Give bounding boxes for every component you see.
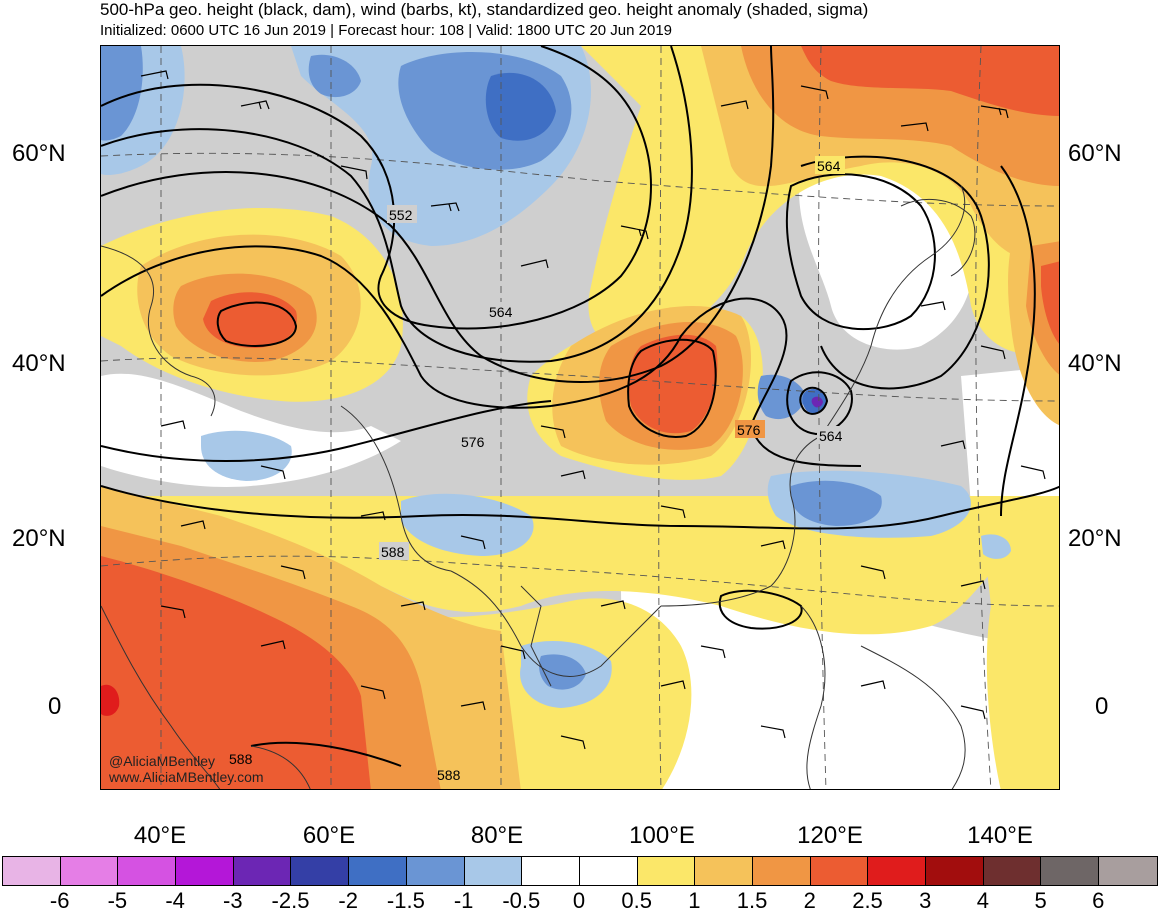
contour-label-576-a: 576 [461,434,485,450]
watermark-handle: @AliciaMBentley [109,753,215,769]
contour-label-564-c: 564 [819,428,843,444]
colorbar-tick-label: -2 [338,888,358,913]
graticule [101,46,1059,789]
colorbar-tick-label: -3 [223,888,243,913]
colorbar-swatch [810,857,869,885]
colorbar-swatch [291,857,350,885]
colorbar-swatch [579,857,638,885]
colorbar-tick-label: 6 [1092,888,1105,913]
colorbar-tick-label: 0.5 [621,888,652,913]
colorbar-tick-label: 1.5 [736,888,768,913]
colorbar-swatch [752,857,811,885]
contour-label-588-c: 588 [437,767,461,783]
contour-label-564-b: 564 [817,158,841,174]
contour-labels: 552 564 564 576 576 564 588 588 588 [229,156,847,783]
colorbar-swatch [522,857,580,885]
colorbar [2,856,1158,886]
lat-label-left-0: 0 [48,693,62,720]
lat-label-left-20n: 20°N [12,525,66,552]
lat-label-left-60n: 60°N [12,140,66,167]
colorbar-swatch [637,857,696,885]
contour-label-564-a: 564 [489,304,513,320]
anomaly-red [101,684,120,716]
watermark-url: www.AliciaMBentley.com [108,769,264,785]
colorbar-tick-label: 1 [688,888,701,913]
colorbar-tick-label: 4 [976,888,990,913]
colorbar-swatch [983,857,1042,885]
chart-subtitle: Initialized: 0600 UTC 16 Jun 2019 | Fore… [100,22,673,39]
colorbar-tick-label: -6 [49,888,70,913]
colorbar-tick-label: -5 [107,888,128,913]
colorbar-swatch [695,857,753,885]
map-canvas: 552 564 564 576 576 564 588 588 588 @Ali… [101,46,1059,789]
colorbar-tick-label: 2.5 [852,888,883,913]
wind-barbs [140,70,1046,750]
colorbar-tick-label: 5 [1034,888,1047,913]
lon-label-60e: 60°E [302,822,356,849]
contour-label-588-b: 588 [229,751,253,767]
colorbar-tick-label: -1 [453,888,474,913]
colorbar-swatch [926,857,984,885]
colorbar-swatch [176,857,234,885]
colorbar-tick-label: -1.5 [386,888,425,913]
lon-label-100e: 100°E [629,822,695,849]
lon-label-80e: 80°E [470,822,524,849]
lat-label-right-60n: 60°N [1068,140,1122,167]
colorbar-swatch [868,857,926,885]
colorbar-swatch [1041,857,1100,885]
colorbar-swatch [464,857,523,885]
height-contours [101,46,1059,767]
contour-label-552: 552 [389,207,413,223]
colorbar-swatch [1099,857,1157,885]
lon-label-40e: 40°E [133,822,187,849]
colorbar-tick-label: 2 [803,888,816,913]
contour-label-588-a: 588 [381,544,405,560]
colorbar-tick-label: -4 [165,888,185,913]
colorbar-swatch [349,857,407,885]
anomaly-red-orange [101,46,1059,789]
chart-title: 500-hPa geo. height (black, dam), wind (… [100,0,869,19]
lon-label-120e: 120°E [797,822,863,849]
lat-label-right-40n: 40°N [1068,350,1122,377]
colorbar-swatch [60,857,119,885]
colorbar-tick-label: -0.5 [502,888,541,913]
colorbar-tick-label: -2.5 [271,888,310,913]
contour-label-576-b: 576 [737,422,761,438]
lat-label-right-20n: 20°N [1068,525,1122,552]
colorbar-swatch [118,857,177,885]
lat-label-right-0: 0 [1095,693,1109,720]
coastlines [101,185,976,789]
colorbar-swatch [233,857,292,885]
colorbar-swatch [406,857,465,885]
watermark: @AliciaMBentley www.AliciaMBentley.com [108,753,264,785]
colorbar-tick-label: 3 [919,888,932,913]
map-panel: 552 564 564 576 576 564 588 588 588 @Ali… [100,45,1060,790]
lon-label-140e: 140°E [967,822,1033,849]
colorbar-swatch [3,857,61,885]
lat-label-left-40n: 40°N [12,350,66,377]
anomaly-purple-core [811,396,823,408]
colorbar-tick-label: 0 [572,888,586,913]
